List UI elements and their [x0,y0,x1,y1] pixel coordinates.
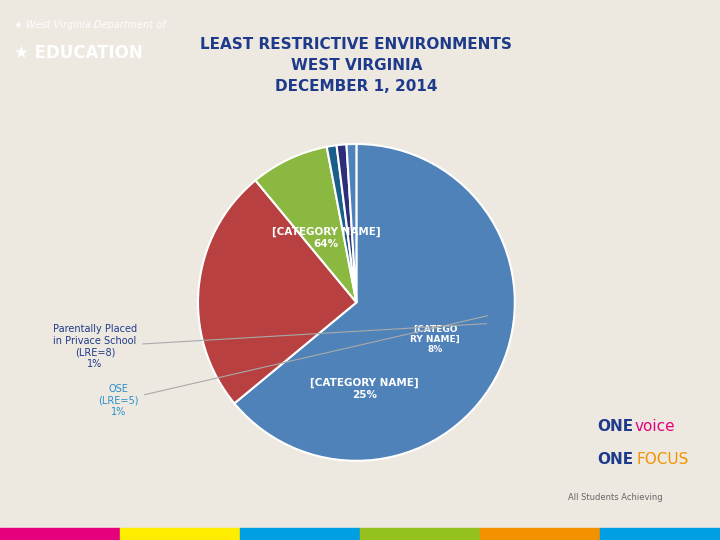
Bar [360,528,480,540]
Text: ONE: ONE [598,451,634,467]
Wedge shape [256,147,356,302]
Bar [240,528,360,540]
Wedge shape [198,180,356,403]
Bar [120,528,240,540]
Text: [CATEGORY NAME]
64%: [CATEGORY NAME] 64% [271,227,380,249]
Text: ★ West Virginia Department of: ★ West Virginia Department of [14,19,166,30]
Text: ★ EDUCATION: ★ EDUCATION [14,44,143,62]
Wedge shape [327,145,356,302]
Bar [0,528,120,540]
Text: [CATEGO
RY NAME]
8%: [CATEGO RY NAME] 8% [410,325,460,354]
Bar [480,528,600,540]
Wedge shape [336,144,356,302]
Text: [CATEGORY NAME]
25%: [CATEGORY NAME] 25% [310,378,419,400]
Text: OSE
(LRE=5)
1%: OSE (LRE=5) 1% [99,316,487,417]
Wedge shape [346,144,356,302]
Text: All Students Achieving: All Students Achieving [568,493,663,502]
Wedge shape [234,144,515,461]
Bar [600,528,720,540]
Text: FOCUS: FOCUS [636,451,688,467]
Title: LEAST RESTRICTIVE ENVIRONMENTS
WEST VIRGINIA
DECEMBER 1, 2014: LEAST RESTRICTIVE ENVIRONMENTS WEST VIRG… [200,37,513,93]
Text: voice: voice [635,419,675,434]
Text: Parentally Placed
in Privace School
(LRE=8)
1%: Parentally Placed in Privace School (LRE… [53,323,487,369]
Text: ONE: ONE [598,419,634,434]
